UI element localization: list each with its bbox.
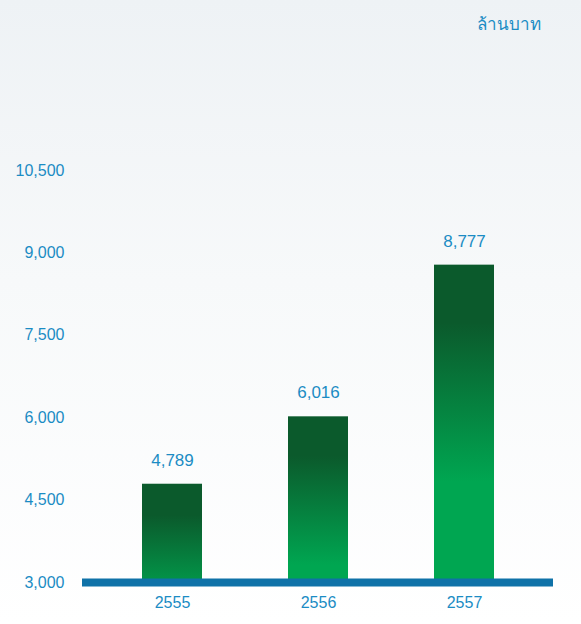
svg-text:2557: 2557 [447, 594, 483, 611]
svg-text:2556: 2556 [301, 594, 337, 611]
svg-text:4,789: 4,789 [151, 451, 194, 470]
svg-text:6,016: 6,016 [297, 383, 340, 402]
svg-text:7,500: 7,500 [24, 326, 64, 343]
html-text:ล้านบาท: ล้านบาท [477, 14, 541, 34]
svg-text:2555: 2555 [155, 594, 191, 611]
svg-text:3,000: 3,000 [24, 574, 64, 591]
svg-text:9,000: 9,000 [24, 244, 64, 261]
svg-text:4,500: 4,500 [24, 491, 64, 508]
svg-text:8,777: 8,777 [443, 232, 486, 251]
svg-text:6,000: 6,000 [24, 409, 64, 426]
svg-text:10,500: 10,500 [16, 162, 65, 179]
